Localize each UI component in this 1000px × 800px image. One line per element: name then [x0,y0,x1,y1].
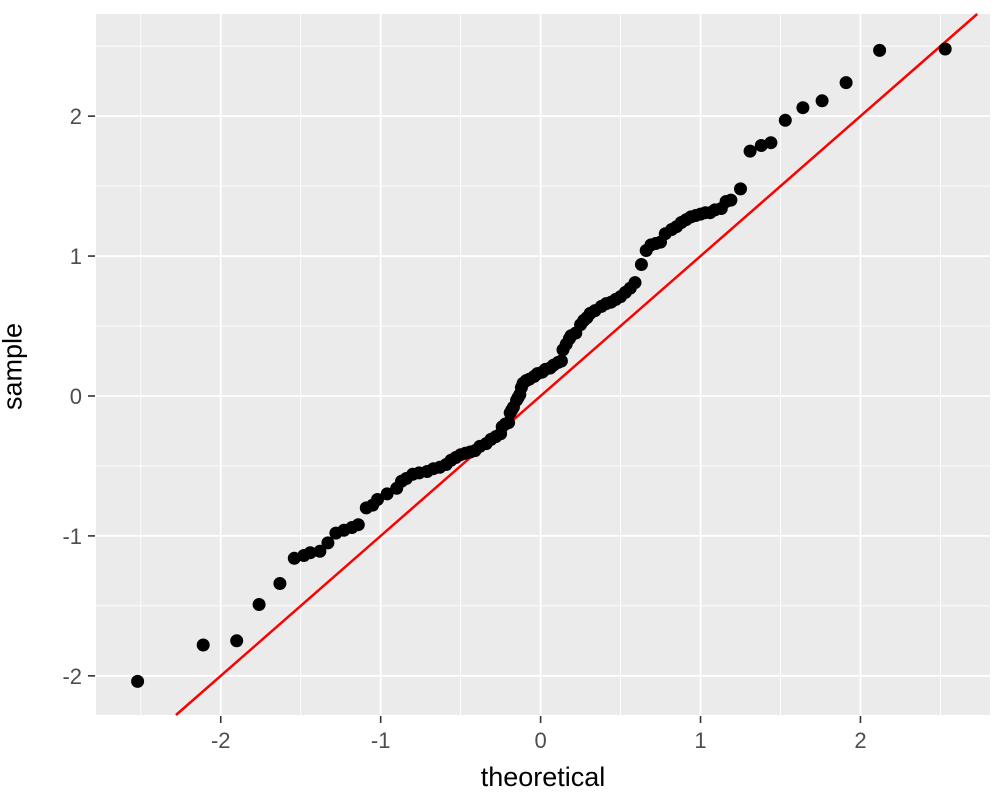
qq-point [380,487,394,501]
qq-point [724,193,738,207]
y-tick-label: 1 [70,244,82,269]
x-axis-title: theoretical [480,762,606,792]
qq-point [873,43,887,57]
qq-point [196,638,210,652]
x-tick-label: 0 [534,728,546,753]
qq-point [554,354,568,368]
y-tick-label: -1 [62,524,82,549]
qq-point [252,598,266,611]
y-tick-label: 2 [70,104,82,129]
x-tick-label: -1 [371,728,391,753]
qq-point [131,674,145,688]
x-tick-label: 2 [854,728,866,753]
qq-point [303,546,317,560]
qq-point [273,577,287,590]
y-tick-label: 0 [70,384,82,409]
qq-point [371,493,384,506]
qq-point [764,136,778,150]
qq-point [734,182,747,196]
qq-reference-line [175,13,979,716]
x-tick-label: 1 [694,728,706,753]
qq-point [778,113,792,127]
qq-point [743,144,757,158]
qq-point [815,94,829,108]
y-tick-label: -2 [62,664,82,689]
x-tick-label: -2 [211,728,231,753]
qq-point [839,76,853,90]
qq-point [502,416,516,430]
qq-point [938,42,952,56]
qq-point [796,101,810,115]
y-axis-title: sample [0,322,28,411]
qq-point [351,518,365,532]
qq-point [628,276,642,290]
qq-point [634,258,648,271]
qq-point [313,544,327,558]
qq-point [321,536,335,550]
qq-point [230,634,244,648]
